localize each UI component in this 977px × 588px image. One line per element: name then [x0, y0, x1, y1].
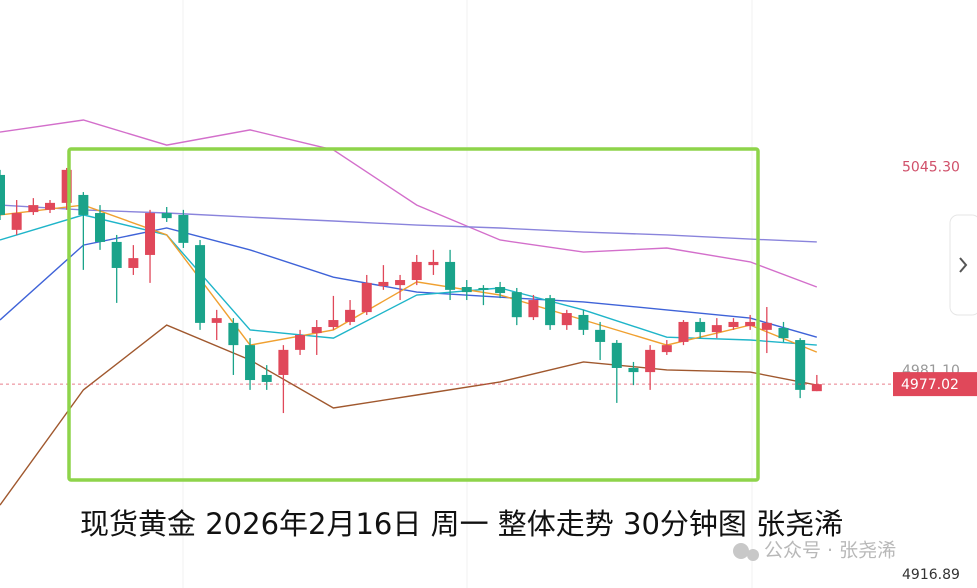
candle-body	[445, 261, 456, 290]
watermark: 公众号 · 张尧浠	[733, 540, 896, 562]
candle-body	[528, 300, 539, 318]
candle-body	[178, 214, 189, 243]
candle-body	[778, 327, 789, 339]
candle-body	[428, 261, 439, 266]
indicator-line	[0, 204, 817, 243]
watermark-icon	[733, 543, 749, 559]
candle-body	[0, 174, 5, 215]
candle-body	[728, 321, 739, 328]
candle-body	[95, 213, 106, 242]
candle-body	[411, 261, 422, 281]
watermark-icon	[747, 549, 759, 561]
candle-body	[228, 322, 239, 346]
candle-body	[511, 292, 522, 318]
indicator-line	[0, 227, 817, 338]
y-tick-label: 5045.30	[902, 159, 960, 175]
candle-body	[11, 213, 22, 230]
indicator-line	[0, 119, 818, 288]
candle-body	[78, 194, 89, 215]
candle-body	[628, 367, 639, 373]
candle-body	[245, 345, 256, 381]
candle-body	[378, 281, 389, 287]
plot-area	[0, 119, 891, 506]
candle-body	[711, 325, 722, 333]
candle-body	[295, 334, 306, 350]
candle-body	[145, 213, 156, 255]
indicator-line	[0, 324, 817, 506]
last-price-box	[893, 372, 977, 397]
candle-body	[211, 318, 222, 323]
candle-body	[745, 321, 756, 327]
candle-body	[645, 349, 656, 373]
candle-body	[311, 327, 322, 334]
chevron-icon[interactable]	[959, 257, 968, 273]
candle-body	[595, 329, 606, 342]
candle-body	[761, 322, 772, 330]
candle-body	[661, 345, 672, 353]
candle-body	[28, 205, 39, 213]
scroll-button-bg[interactable]	[949, 214, 977, 316]
candle-body	[561, 313, 572, 326]
candle-body	[361, 282, 372, 313]
candle-body	[161, 213, 172, 219]
scroll-button[interactable]	[949, 214, 977, 316]
candle-body	[111, 241, 122, 268]
candle-body	[695, 321, 706, 333]
candle-body	[128, 258, 139, 268]
candle-body	[45, 202, 56, 210]
y-tick-label: 4916.89	[902, 567, 960, 583]
candle-body	[678, 321, 689, 342]
candle-body	[795, 340, 806, 390]
candle-body	[811, 384, 822, 392]
candle-body	[278, 349, 289, 375]
watermark-text: 公众号 · 张尧浠	[764, 540, 896, 562]
candle-body	[611, 342, 622, 368]
candle-body	[328, 320, 339, 328]
indicator-line	[0, 204, 818, 353]
candle-body	[545, 298, 556, 326]
candle-body	[61, 169, 72, 203]
last-price-label: 4977.02	[901, 377, 959, 393]
indicator-line	[0, 214, 817, 346]
caption: 现货黄金 2026年2月16日 周一 整体走势 30分钟图 张尧浠	[80, 507, 843, 541]
candle-body	[345, 309, 356, 322]
candle-body	[261, 374, 272, 382]
candle-body	[195, 245, 206, 323]
candle-body	[578, 314, 589, 330]
candle-body	[461, 287, 472, 293]
highlight-box	[67, 147, 760, 482]
candle-body	[395, 280, 406, 286]
candle-body	[478, 287, 489, 290]
candle-body	[495, 287, 506, 294]
